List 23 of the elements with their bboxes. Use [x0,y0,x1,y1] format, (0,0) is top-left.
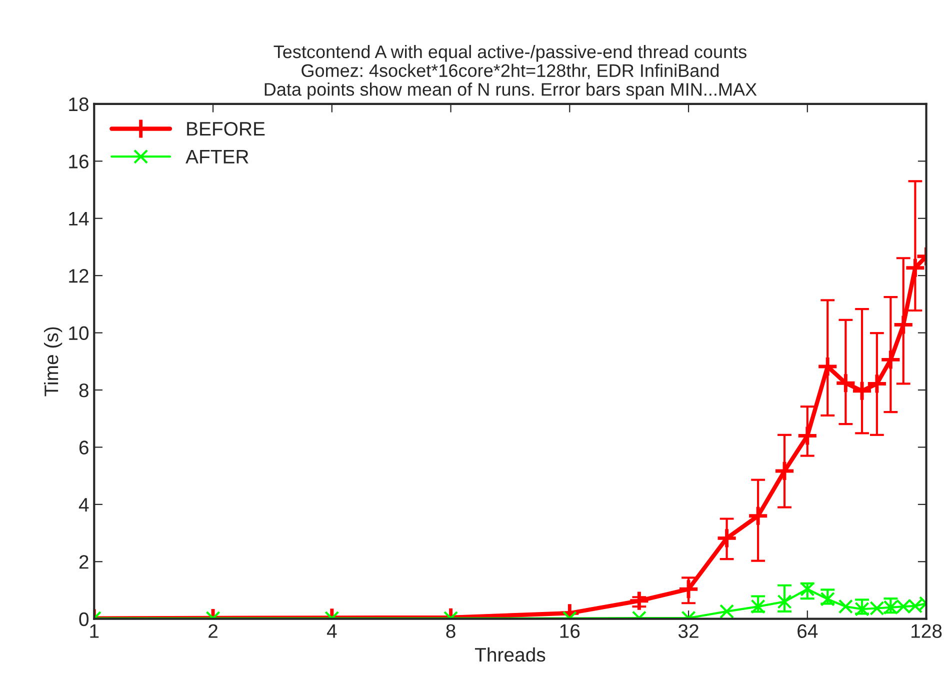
y-tick-label: 4 [78,498,89,512]
legend-label: BEFORE [187,122,265,136]
x-tick-label: 128 [912,624,942,638]
x-tick-label: 16 [560,624,580,638]
y-tick-label: 8 [79,383,88,398]
x-tick-label: 1 [90,624,99,638]
x-tick-label: 8 [446,624,456,638]
y-tick-label: 12 [69,269,88,283]
y-tick-label: 0 [79,612,89,626]
x-tick-label: 64 [798,624,818,638]
y-tick-label: 14 [69,212,89,226]
x-tick-label: 4 [326,624,337,638]
x-axis-title: Threads [474,647,546,662]
y-tick-label: 2 [79,555,88,569]
legend-label: AFTER [186,150,248,164]
y-tick-label: 16 [69,154,88,168]
y-tick-label: 18 [69,97,88,112]
y-tick-label: 10 [69,326,89,340]
y-axis-title: Time (s) [44,327,62,396]
chart-title: Testcontend A with equal active-/passive-end thread counts Gomez: 4socket*16core*2ht=128thr, EDR InfiniBand Data points show mean of N runs. Error bars span MIN...MAX [264,44,757,100]
x-tick-label: 32 [678,624,698,638]
y-tick-label: 6 [79,440,88,454]
x-tick-label: 2 [208,624,218,638]
